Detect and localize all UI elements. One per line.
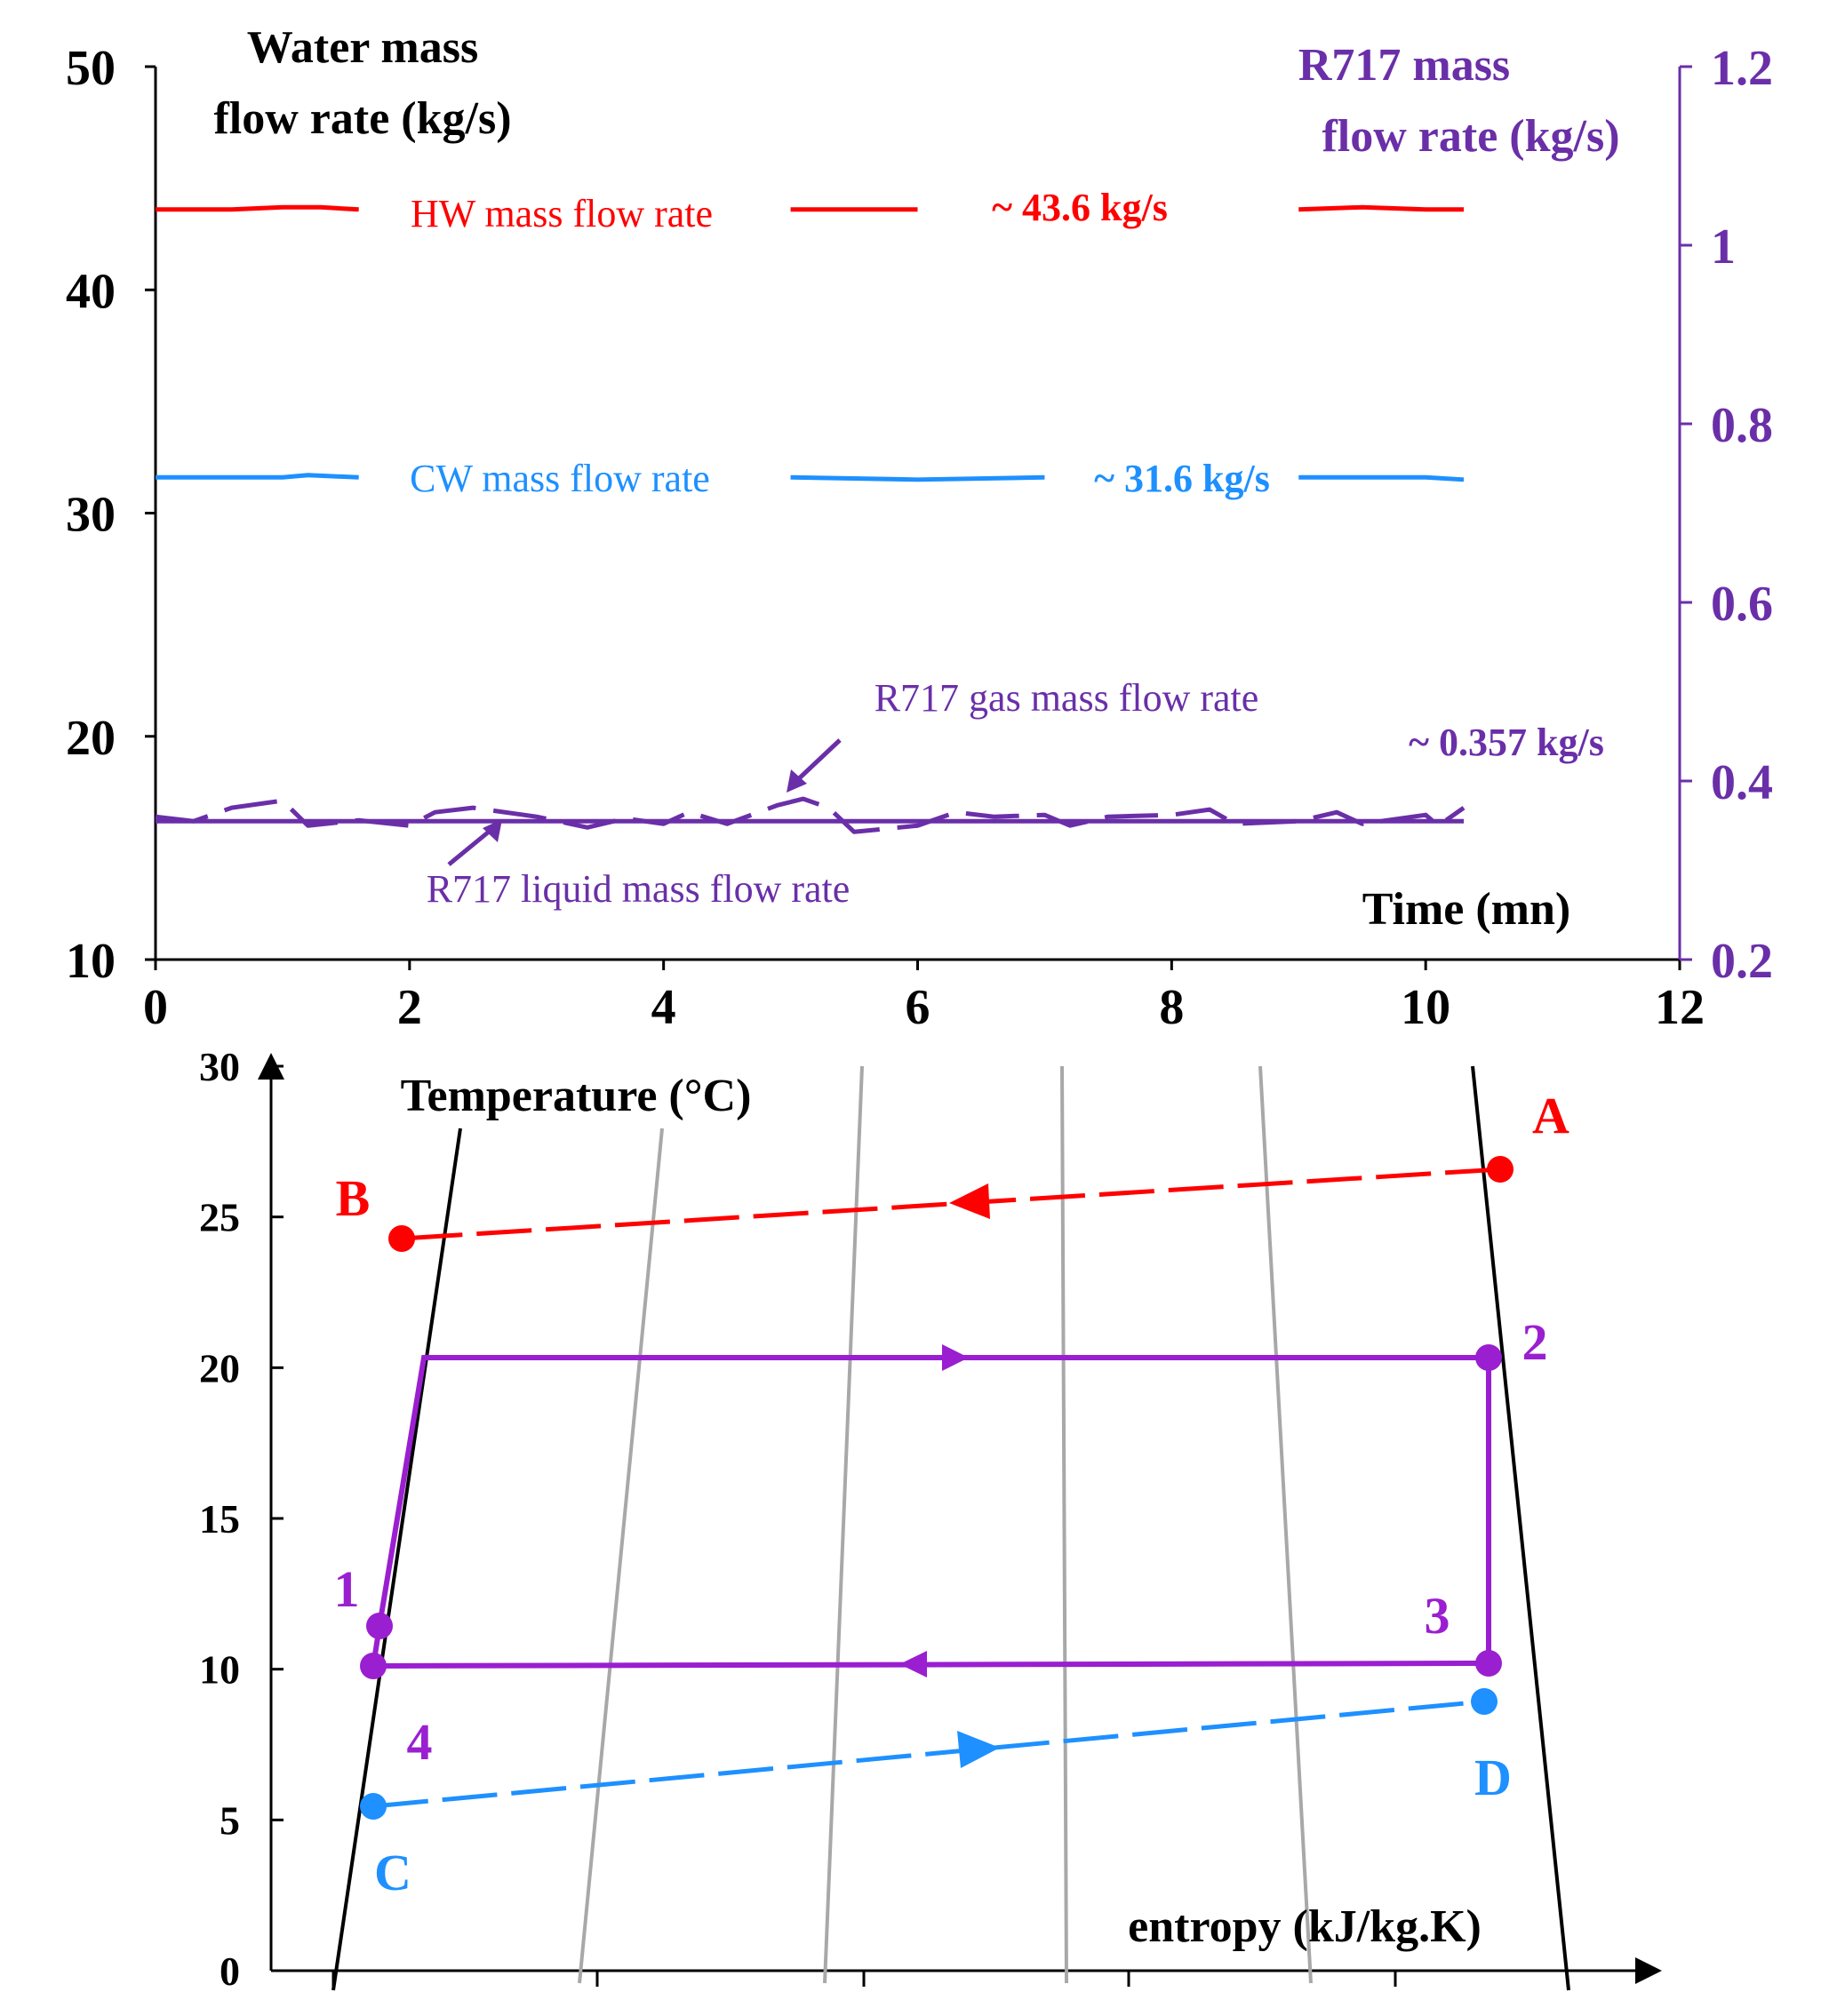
series-line-1-seg-2 (1298, 474, 1465, 482)
flow-rate-series (155, 204, 1466, 834)
left-y-tick-label: 10 (66, 934, 116, 989)
point-2-marker (1475, 1344, 1502, 1371)
r717-gas-arrowhead (787, 769, 807, 793)
left-y-tick-label: 30 (66, 488, 116, 543)
point-C-label: C (374, 1844, 411, 1901)
x-tick-label: 8 (1159, 980, 1184, 1035)
ts-y-tick-label: 15 (199, 1496, 240, 1542)
series-line-0-seg-2 (1298, 204, 1465, 212)
grey-curve-2 (823, 1065, 864, 1984)
saturated-liquid-line (331, 1128, 462, 1991)
point-A-label: A (1532, 1087, 1569, 1144)
point-1-label: 1 (334, 1560, 360, 1618)
x-axis-title: entropy (kJ/kg.K) (1128, 1901, 1482, 1952)
flow-rate-chart: 0 2 4 6 8 10 12 10 20 30 40 50 0.2 0.4 0.6 0.8 1 1.2 Wate… (66, 22, 1773, 1035)
x-tick-label: 4 (651, 980, 676, 1035)
left-y-tick-label: 50 (66, 41, 116, 96)
x-tick-label: 12 (1655, 980, 1705, 1035)
point-B-label: B (336, 1169, 371, 1227)
right-y-tick-label: 0.8 (1711, 398, 1773, 453)
point-4-marker (360, 1653, 387, 1679)
ts-axes: 0 5 10 15 20 25 30 (199, 1044, 1662, 1994)
r717-gas-arrow (794, 738, 842, 784)
series-line-1-seg-1 (790, 474, 1045, 482)
left-axis-title-line2: flow rate (kg/s) (213, 93, 511, 144)
point-4-label: 4 (407, 1713, 433, 1771)
point-B-marker (388, 1225, 415, 1252)
x-tick-label: 2 (397, 980, 422, 1035)
r717-value-annotation: ~ 0.357 kg/s (1409, 721, 1604, 764)
grey-curve-3 (1060, 1065, 1068, 1984)
right-y-tick-label: 0.6 (1711, 577, 1773, 632)
r717-liquid-arrow (447, 826, 495, 866)
right-y-tick-label: 1 (1711, 219, 1736, 275)
point-2-label: 2 (1522, 1313, 1548, 1371)
hw-series-label: HW mass flow rate (411, 192, 713, 235)
x-tick-label: 10 (1401, 980, 1450, 1035)
grey-curve-1 (578, 1128, 664, 1984)
right-y-tick-label: 1.2 (1711, 41, 1773, 96)
cold-water-arrowhead (957, 1731, 1000, 1768)
right-y-tick-label: 0.4 (1711, 755, 1773, 810)
left-y-tick-label: 20 (66, 711, 116, 766)
cw-series-label: CW mass flow rate (410, 457, 710, 500)
point-C-marker (360, 1793, 387, 1820)
series-line-1-seg-0 (156, 473, 359, 480)
ts-y-tick-label: 5 (220, 1797, 240, 1843)
r717-liquid-label: R717 liquid mass flow rate (427, 867, 851, 911)
right-axis-title-line2: flow rate (kg/s) (1322, 111, 1619, 162)
point-A-marker (1487, 1156, 1514, 1183)
r717-cycle-path (371, 1355, 1491, 1669)
cold-water-line (372, 1699, 1485, 1809)
cycle-arrow-top (942, 1344, 969, 1371)
saturated-vapor-line (1471, 1065, 1570, 1991)
flow-rate-axes: 0 2 4 6 8 10 12 10 20 30 40 50 0.2 0.4 0.6 0.8 1 1.2 (66, 41, 1773, 1035)
cycle-arrow-bottom (899, 1651, 927, 1677)
point-3-label: 3 (1425, 1587, 1450, 1645)
ts-y-tick-label: 20 (199, 1345, 240, 1390)
right-y-tick-label: 0.2 (1711, 934, 1773, 989)
hot-water-line (401, 1167, 1501, 1241)
series-line-0-seg-0 (156, 204, 359, 212)
cw-value-annotation: ~ 31.6 kg/s (1094, 457, 1270, 500)
x-axis-title: Time (mn) (1362, 884, 1570, 935)
ts-diagram: 0 5 10 15 20 25 30 A B C D 1 2 (199, 1044, 1662, 1994)
y-axis-title: Temperature (°C) (401, 1071, 752, 1121)
series-line-2-seg-0 (155, 796, 1466, 834)
right-axis-title-line1: R717 mass (1298, 40, 1510, 91)
point-1-marker (366, 1613, 393, 1639)
ts-y-tick-label: 0 (220, 1948, 240, 1994)
x-tick-label: 0 (143, 980, 168, 1035)
hw-value-annotation: ~ 43.6 kg/s (992, 186, 1168, 229)
x-tick-label: 6 (906, 980, 930, 1035)
ts-y-tick-label: 25 (199, 1195, 240, 1240)
point-D-label: D (1474, 1749, 1512, 1806)
r717-gas-label: R717 gas mass flow rate (875, 676, 1259, 720)
hot-water-arrowhead (949, 1183, 990, 1219)
grey-curve-4 (1258, 1065, 1313, 1984)
r717-liquid-arrowhead (483, 819, 502, 842)
ts-y-tick-label: 10 (199, 1647, 240, 1693)
left-axis-title-line1: Water mass (247, 22, 478, 73)
ts-y-tick-label: 30 (199, 1044, 240, 1089)
point-D-marker (1471, 1688, 1498, 1715)
left-y-tick-label: 40 (66, 264, 116, 319)
point-3-marker (1475, 1650, 1502, 1677)
